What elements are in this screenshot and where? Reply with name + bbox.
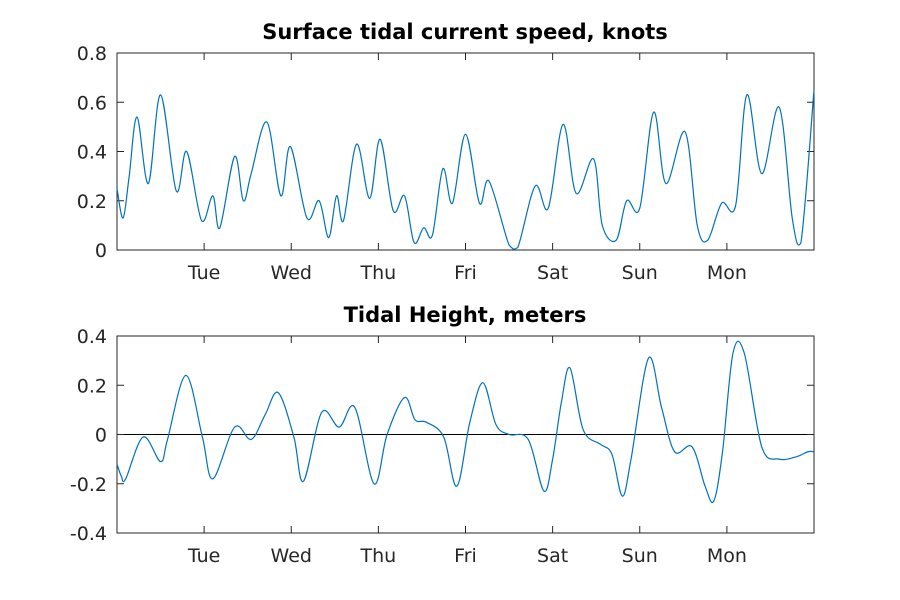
current-speed-x-axis: Tue Wed Thu Fri Sat Sun Mon xyxy=(187,53,747,284)
tidal-height-x-tick-label: Tue xyxy=(187,545,220,567)
current-speed-x-tick-label: Mon xyxy=(707,262,747,284)
tidal-height-x-tick-label: Fri xyxy=(454,545,477,567)
current-speed-chart: Surface tidal current speed, knots 00.20… xyxy=(77,20,815,284)
current-speed-title: Surface tidal current speed, knots xyxy=(262,20,668,44)
current-speed-y-tick-label: 0 xyxy=(95,240,107,262)
tidal-height-y-tick-label: 0 xyxy=(95,425,107,447)
tidal-height-y-tick-label: -0.2 xyxy=(70,474,107,496)
current-speed-plot-area xyxy=(116,52,815,251)
tidal-height-y-tick-label: -0.4 xyxy=(70,523,107,545)
current-speed-series-line xyxy=(116,89,815,250)
current-speed-y-tick-label: 0.8 xyxy=(77,43,107,65)
current-speed-x-tick-label: Sat xyxy=(537,262,568,284)
tidal-height-x-axis: Tue Wed Thu Fri Sat Sun Mon xyxy=(187,336,747,567)
current-speed-x-tick-label: Wed xyxy=(271,262,312,284)
current-speed-y-axis: 0 0.2 0.4 0.6 0.8 xyxy=(77,43,814,262)
tidal-height-title: Tidal Height, meters xyxy=(344,303,587,327)
tidal-height-x-tick-label: Sat xyxy=(537,545,568,567)
current-speed-y-tick-label: 0.6 xyxy=(77,92,107,114)
current-speed-x-tick-label: Fri xyxy=(454,262,477,284)
tidal-height-x-tick-label: Mon xyxy=(707,545,747,567)
tidal-height-x-tick-label: Wed xyxy=(271,545,312,567)
tidal-height-y-tick-label: 0.2 xyxy=(77,375,107,397)
current-speed-x-tick-label: Thu xyxy=(360,262,397,284)
tidal-height-y-axis: -0.4 -0.2 0 0.2 0.4 xyxy=(70,326,814,545)
tidal-height-x-tick-label: Sun xyxy=(622,545,658,567)
tidal-height-series-line xyxy=(116,340,815,503)
current-speed-y-tick-label: 0.4 xyxy=(77,142,107,164)
current-speed-y-tick-label: 0.2 xyxy=(77,191,107,213)
tidal-height-chart: Tidal Height, meters -0.4 -0.2 0 0.2 0.4 Tue… xyxy=(70,303,815,567)
current-speed-x-tick-label: Sun xyxy=(622,262,658,284)
tidal-height-y-tick-label: 0.4 xyxy=(77,326,107,348)
current-speed-x-tick-label: Tue xyxy=(187,262,220,284)
tidal-height-x-tick-label: Thu xyxy=(360,545,397,567)
